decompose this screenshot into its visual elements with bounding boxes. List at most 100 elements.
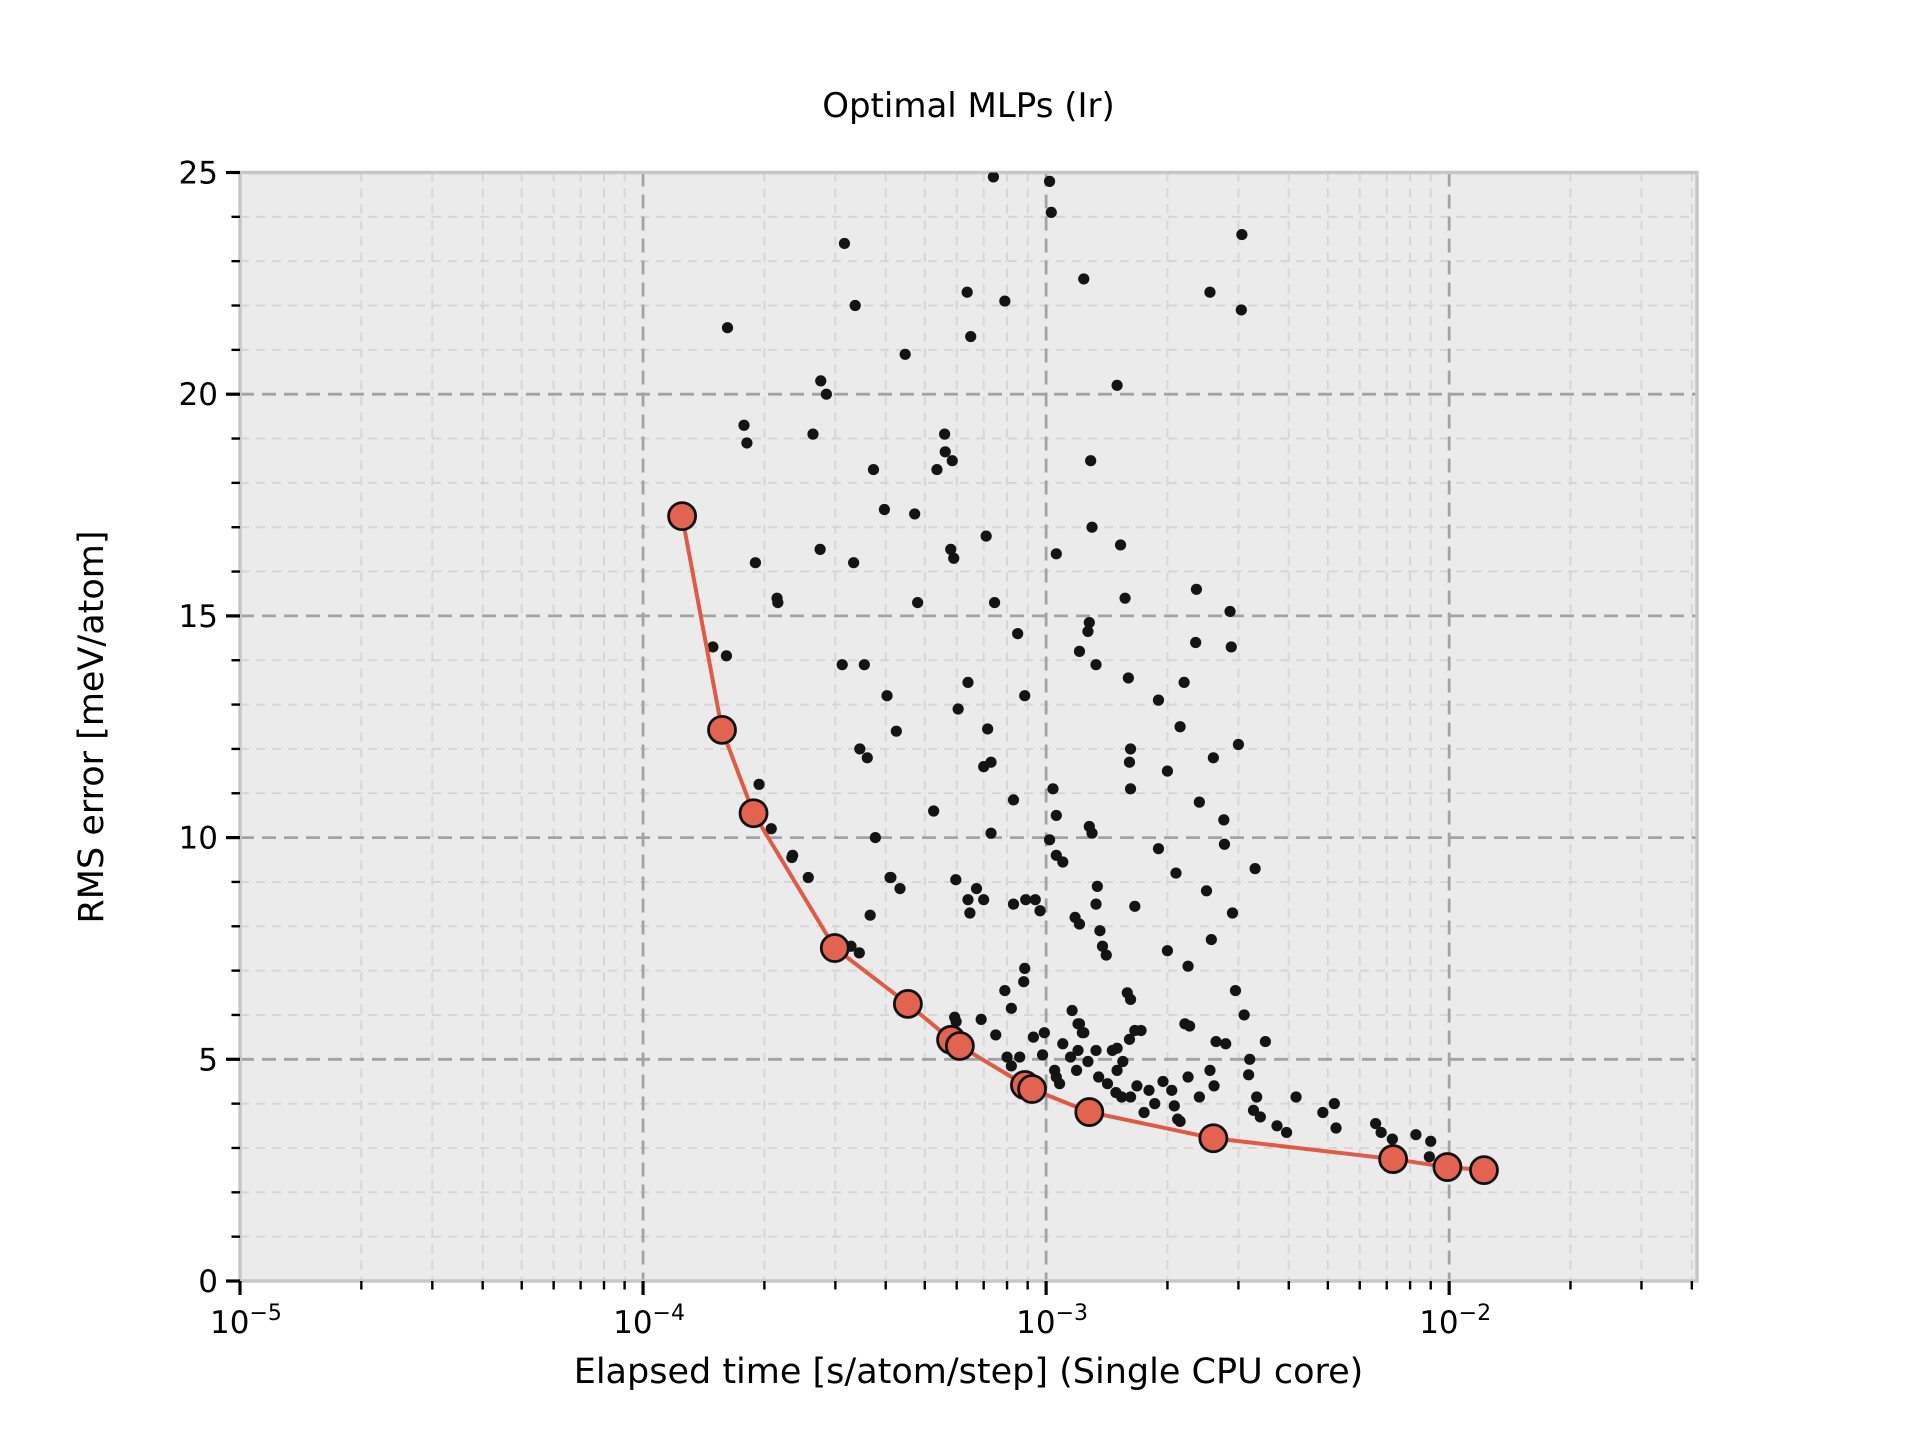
scatter-point [1083,616,1095,629]
scatter-point [1050,548,1062,560]
scatter-point [1093,1071,1105,1083]
scatter-point [912,596,924,609]
scatter-point [1050,809,1062,822]
scatter-point [1280,1126,1293,1139]
scatter-point [939,446,951,458]
scatter-point [1111,379,1123,391]
svg-text:10: 10 [179,821,218,857]
scatter-point [1161,945,1174,957]
scatter-point [1243,1069,1255,1081]
major-gridlines [240,172,1697,1281]
scatter-point [1386,1133,1398,1145]
scatter-point [1082,1055,1094,1068]
chart-title: Optimal MLPs (Ir) [822,86,1115,126]
scatter-point [1007,898,1020,910]
scatter-point [1236,228,1248,241]
scatter-point [1014,1051,1026,1063]
scatter-point [861,752,873,764]
pareto-front [667,501,1499,1186]
scatter-point [990,1029,1002,1041]
scatter-point [1012,628,1024,640]
scatter-point [1161,765,1174,777]
scatter-point [1190,583,1203,595]
scatter-point [848,557,860,569]
scatter-point [854,743,866,755]
scatter-point [1029,894,1041,906]
scatter-point [978,894,990,906]
scatter-point [786,851,798,864]
pareto-point [707,714,737,745]
scatter-point [864,909,876,921]
scatter-point [999,295,1011,307]
scatter-point [1019,690,1031,702]
scatter-point [1131,1080,1143,1092]
scatter-point [1034,905,1046,917]
scatter-point [1085,455,1097,467]
scatter-point [1019,962,1031,975]
scatter-point [1090,1044,1102,1057]
scatter-point [753,778,765,790]
scatter-point [1193,1091,1205,1103]
scatter-point [945,543,957,555]
scatter-point [1045,206,1057,219]
scatter-point [965,330,977,343]
scatter-point [1072,1044,1084,1057]
scatter-point [1090,659,1102,671]
scatter-point [1066,1004,1078,1017]
scatter-point [1244,1053,1256,1065]
scatter-point [853,947,865,959]
scatter-point [1207,752,1219,764]
scatter-point [1123,756,1136,768]
scatter-point [1259,1035,1271,1048]
scatter-point [1073,645,1086,657]
scatter-point [1193,796,1205,808]
scatter-point [1229,984,1242,997]
scatter-point [1290,1091,1302,1103]
scatter-point [1232,738,1245,751]
svg-text:0: 0 [198,1264,218,1300]
pareto-point [667,501,698,532]
scatter-point [1117,1055,1129,1068]
scatter-point [1166,1084,1178,1096]
scatter-point [815,375,827,387]
scatter-point [894,882,906,895]
scatter-point [946,455,958,467]
pareto-point [1074,1097,1105,1127]
scatter-points [707,172,1437,1163]
scatter-point [950,874,962,886]
scatter-point [909,508,921,520]
scatter-point [1224,605,1236,618]
scatter-point [1249,863,1261,875]
scatter-point [749,557,762,569]
scatter-point [1182,960,1194,972]
scatter-point [1086,521,1098,533]
pareto-point [819,933,850,963]
scatter-point [985,827,997,839]
scatter-point [1119,592,1131,604]
scatter-point [987,172,1000,183]
scatter-point [1007,794,1020,806]
scatter-point [1410,1129,1422,1141]
scatter-point [1047,783,1059,795]
scatter-point [1001,1051,1013,1063]
scatter-point [1057,1038,1069,1050]
scatter-point [931,463,943,476]
scatter-point [820,388,832,400]
scatter-point [721,322,734,334]
scatter-point [802,871,814,884]
scatter-point [1111,1064,1123,1076]
scatter-point [1235,304,1247,316]
scatter-point [849,299,861,312]
minor-gridlines [240,172,1697,1281]
scatter-point [1238,1009,1250,1021]
scatter-point [899,348,911,360]
scatter-point [964,907,976,919]
scatter-point [1072,1018,1084,1030]
scatter-point [928,805,940,817]
scatter-point [1094,925,1106,937]
scatter-point [1423,1151,1435,1163]
scatter-point [1330,1122,1342,1134]
scatter-point [1220,1038,1232,1050]
scatter-point [952,703,964,715]
